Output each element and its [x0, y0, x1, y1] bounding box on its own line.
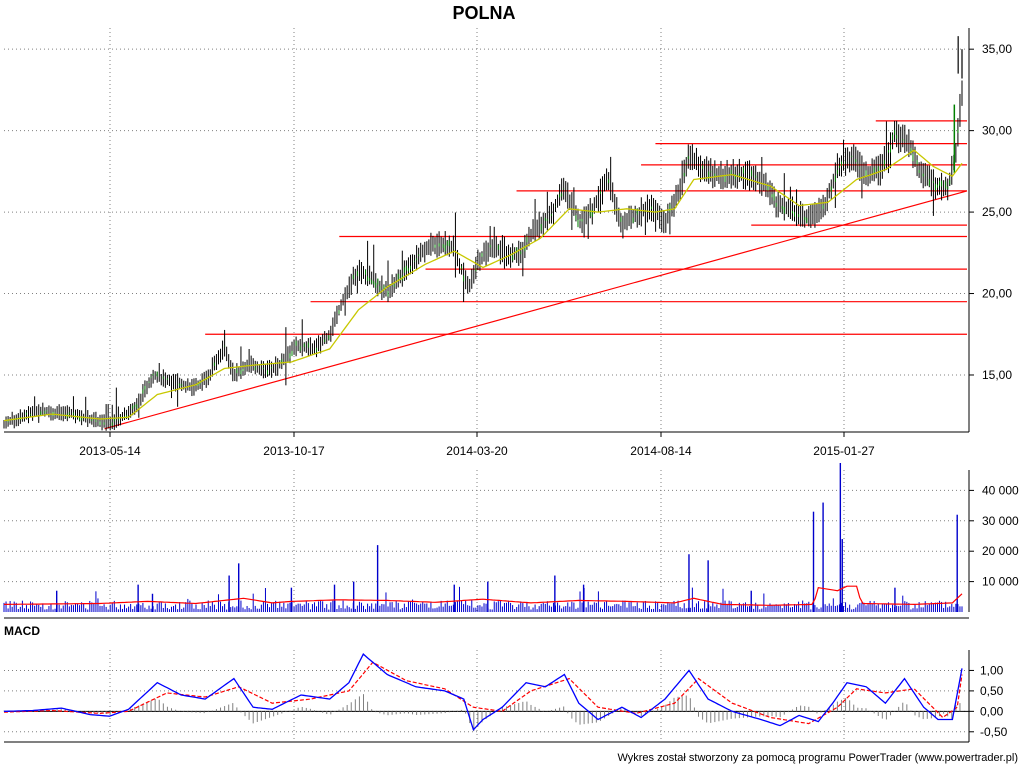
- macd-y-tick-label: -0,50: [980, 725, 1008, 739]
- macd-y-tick-label: 0,00: [980, 704, 1004, 718]
- trendline: [104, 190, 968, 430]
- price-y-tick-label: 20,00: [982, 287, 1012, 301]
- price-y-tick-label: 15,00: [982, 368, 1012, 382]
- price-y-tick-label: 30,00: [982, 124, 1012, 138]
- price-x-tick-label: 2013-10-17: [263, 444, 325, 458]
- price-panel: 15,00 20,00 25,00 30,00 35,00 2013-05-14 2013-…: [3, 28, 1012, 458]
- price-x-tick-label: 2013-05-14: [79, 444, 141, 458]
- macd-line: [4, 653, 963, 731]
- volume-average-line: [4, 585, 963, 606]
- macd-y-tick-label: 0,50: [980, 684, 1004, 698]
- price-y-tick-label: 25,00: [982, 205, 1012, 219]
- macd-label: MACD: [4, 624, 40, 638]
- chart-title: POLNA: [453, 3, 516, 23]
- volume-y-tick-label: 20 000: [982, 544, 1019, 558]
- volume-y-tick-label: 30 000: [982, 514, 1019, 528]
- price-x-tick-label: 2014-08-14: [630, 444, 692, 458]
- macd-panel: -0,50 0,00 0,50 1,00: [3, 650, 1008, 743]
- macd-signal-line: [3, 661, 963, 725]
- macd-y-tick-label: 1,00: [980, 663, 1004, 677]
- volume-panel: 10 000 20 000 30 000 40 000: [3, 463, 1019, 619]
- volume-y-tick-label: 10 000: [982, 575, 1019, 589]
- price-x-tick-label: 2015-01-27: [813, 444, 875, 458]
- moving-average-line: [3, 149, 963, 422]
- price-y-tick-label: 35,00: [982, 42, 1012, 56]
- price-x-tick-label: 2014-03-20: [446, 444, 508, 458]
- footer-credit: Wykres został stworzony za pomocą progra…: [617, 752, 1018, 764]
- volume-y-tick-label: 40 000: [982, 483, 1019, 497]
